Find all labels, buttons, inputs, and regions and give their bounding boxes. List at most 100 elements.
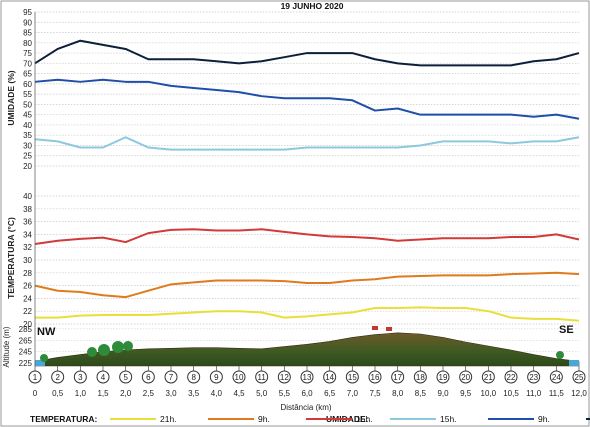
x-tick-label: 6,5 [324,389,336,398]
vegetation-clump [556,351,564,359]
legend: TEMPERATURA: UMIDADE: 21h. 9h. 15h. 15h. 9h.… [30,414,590,424]
humidity-y-tick-label: 45 [23,111,32,120]
station-circle [572,370,586,384]
station-circle [187,370,201,384]
x-tick-label: 7,5 [369,389,381,398]
station-circle [300,370,314,384]
station-circle [527,370,541,384]
humidity-series-21h-line [34,39,580,67]
x-tick-label: 2,5 [143,389,155,398]
station-circle [164,370,178,384]
x-tick-label: 9,0 [437,389,449,398]
se-label: SE [559,324,574,336]
humidity-y-tick-label: 60 [23,80,32,89]
altitude-axis-label: Altitude (m) [2,326,11,367]
x-tick-label: 11,5 [549,389,565,398]
x-tick-label: 8,5 [415,389,427,398]
humidity-series-15h-line [34,136,580,151]
altitude-y-tick-label: 285 [19,325,33,334]
terrain-profile [34,326,580,367]
temperature-series-21h-line [35,306,580,322]
x-tick-label: 4,0 [211,389,223,398]
temperature-y-tick-label: 28 [23,269,32,278]
legend-temperature-label: TEMPERATURA: [30,414,98,424]
legend-entry-label: 15h. [440,414,457,424]
x-axis-label: Distância (km) [280,403,331,412]
station-markers: 1 2 3 4 5 6 7 8 9 10 11 12 13 14 15 16 17 18 19 20 21 22 23 24 2… [28,366,586,384]
humidity-axis-label: UMIDADE (%) [6,70,16,125]
temperature-y-ticks: 20 22 24 26 28 30 32 34 36 38 40 [23,192,32,329]
humidity-series [34,39,580,151]
humidity-y-tick-label: 75 [23,49,32,58]
temperature-y-tick-label: 20 [23,320,32,329]
station-circle [436,370,450,384]
temperature-y-tick-label: 22 [23,307,32,316]
station-circle [504,370,518,384]
station-number: 17 [393,373,402,382]
altitude-panel: 225 245 265 285 NW SE Altitude (m) [2,324,580,368]
station-circle [28,370,42,384]
station-number: 6 [146,373,151,382]
x-tick-label: 10,0 [481,389,497,398]
station-circle [549,370,563,384]
x-tick-label: 8,0 [392,389,404,398]
station-number: 20 [461,373,470,382]
x-tick-label: 3,5 [188,389,200,398]
legend-entry-label: 15h. [356,414,373,424]
chart-title: 19 JUNHO 2020 [281,1,344,11]
station-number: 10 [235,373,244,382]
legend-entry-label: 9h. [258,414,270,424]
temperature-y-tick-label: 38 [23,205,32,214]
x-tick-label: 5,0 [256,389,268,398]
x-tick-label: 6,0 [301,389,313,398]
station-number: 22 [507,373,516,382]
x-tick-label: 1,5 [97,389,109,398]
distance-x-ticks: 0 0,5 1,0 1,5 2,0 2,5 3,0 3,5 4,0 4,5 5,0 5,5 6,0 6,5… [33,389,588,398]
legend-items: 21h.9h.15h.15h.9h.21h. [110,414,590,424]
vegetation-clump [123,341,133,351]
station-number: 14 [325,373,334,382]
legend-entry-label: 9h. [538,414,550,424]
water-right [569,360,579,366]
humidity-y-tick-label: 30 [23,141,32,150]
legend-entry-label: 21h. [160,414,177,424]
water-left [35,360,45,366]
station-circle [255,370,269,384]
temperature-panel: 20 22 24 26 28 30 32 34 36 38 40 TEMPERATURA (°C) [6,192,580,329]
humidity-y-tick-label: 50 [23,100,32,109]
vegetation-clump [87,347,97,357]
station-number: 25 [575,373,584,382]
station-number: 21 [484,373,493,382]
humidity-y-tick-label: 95 [23,8,32,17]
temperature-y-tick-label: 36 [23,218,32,227]
station-number: 13 [303,373,312,382]
station-number: 1 [33,373,38,382]
x-tick-label: 0,5 [52,389,64,398]
humidity-y-tick-label: 70 [23,59,32,68]
station-circle [459,370,473,384]
humidity-y-tick-label: 85 [23,29,32,38]
station-number: 16 [371,373,380,382]
humidity-y-tick-label: 65 [23,70,32,79]
station-number: 3 [78,373,83,382]
altitude-y-tick-label: 265 [19,336,33,345]
station-number: 15 [348,373,357,382]
station-circle [96,370,110,384]
station-number: 19 [439,373,448,382]
humidity-series-9h-line [34,78,580,120]
x-tick-label: 11,0 [526,389,542,398]
station-number: 18 [416,373,425,382]
station-circle [345,370,359,384]
temperature-y-tick-label: 40 [23,192,32,201]
temperature-y-tick-label: 34 [23,230,32,239]
x-tick-label: 7,0 [347,389,359,398]
house-marker [372,326,378,330]
station-number: 7 [169,373,174,382]
temperature-axis-label: TEMPERATURA (°C) [6,217,16,299]
station-circle [232,370,246,384]
temperature-series-15h-line [34,228,580,245]
x-tick-label: 1,0 [75,389,87,398]
